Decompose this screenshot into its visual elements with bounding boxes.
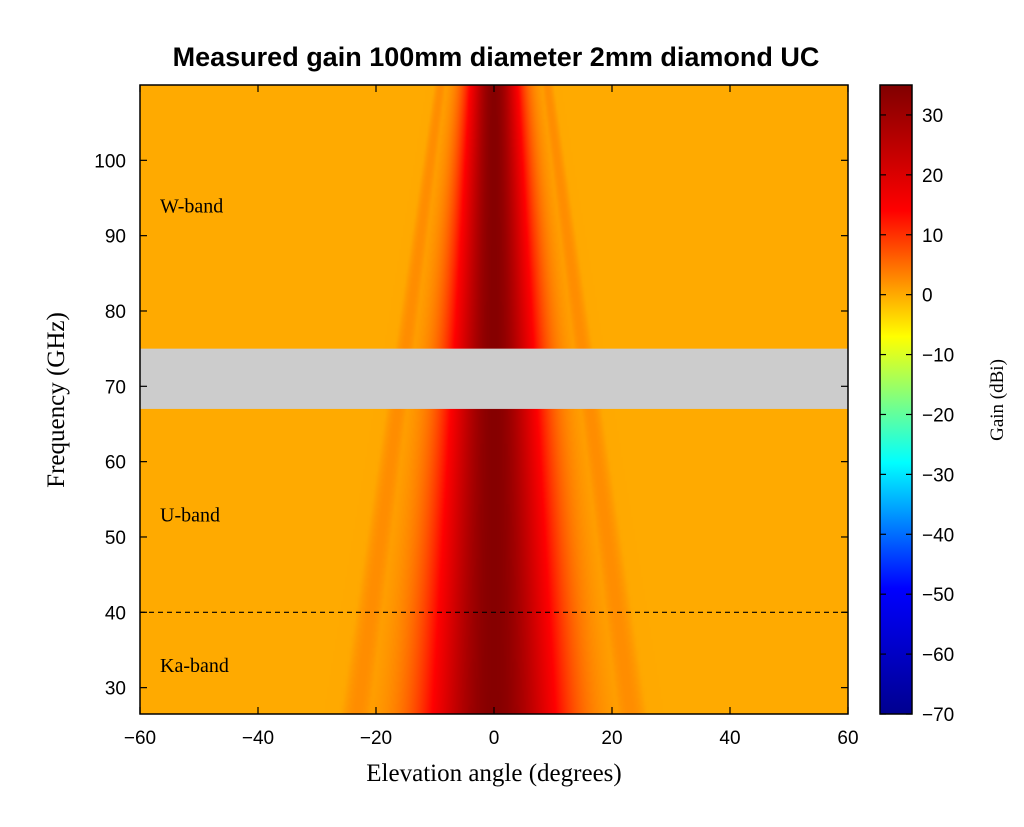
colorbar-ticks: 30 20 10 0 −10 −20 −30 −40 −50 −60 −70 xyxy=(880,106,954,726)
chart-title: Measured gain 100mm diameter 2mm diamond… xyxy=(173,42,820,72)
y-axis: 30 40 50 60 70 80 90 100 xyxy=(94,151,848,700)
y-tick-label: 30 xyxy=(105,679,126,700)
band-label: W-band xyxy=(160,196,223,218)
y-tick-label: 90 xyxy=(105,227,126,248)
colorbar-label: Gain (dBi) xyxy=(987,359,1008,441)
x-axis-label: Elevation angle (degrees) xyxy=(366,760,621,787)
missing-band-gap xyxy=(140,348,848,409)
x-tick-label: 40 xyxy=(719,728,740,749)
x-tick-label: 20 xyxy=(601,728,622,749)
colorbar-tick-label: −10 xyxy=(922,346,954,367)
colorbar xyxy=(879,84,913,715)
colorbar-tick-label: 10 xyxy=(922,226,943,247)
colorbar-tick-label: −50 xyxy=(922,585,954,606)
x-axis: −60 −40 −20 0 20 40 60 xyxy=(124,85,859,749)
y-tick-label: 40 xyxy=(105,603,126,624)
y-tick-label: 60 xyxy=(105,453,126,474)
colorbar-tick-label: 0 xyxy=(922,286,933,307)
heatmap-plot-area xyxy=(140,85,848,714)
colorbar-tick-label: −40 xyxy=(922,525,954,546)
y-tick-label: 100 xyxy=(94,151,126,172)
y-axis-label: Frequency (GHz) xyxy=(43,312,70,488)
x-tick-label: 0 xyxy=(489,728,500,749)
colorbar-tick-label: −60 xyxy=(922,645,954,666)
y-tick-label: 50 xyxy=(105,528,126,549)
colorbar-tick-label: 20 xyxy=(922,166,943,187)
band-label: U-band xyxy=(160,504,220,526)
x-tick-label: 60 xyxy=(837,728,858,749)
y-tick-label: 70 xyxy=(105,377,126,398)
colorbar-tick-label: −20 xyxy=(922,405,954,426)
y-tick-label: 80 xyxy=(105,302,126,323)
x-tick-label: −60 xyxy=(124,728,156,749)
colorbar-tick-label: −30 xyxy=(922,465,954,486)
colorbar-tick-label: −70 xyxy=(922,705,954,726)
x-tick-label: −20 xyxy=(360,728,392,749)
x-tick-label: −40 xyxy=(242,728,274,749)
colorbar-tick-label: 30 xyxy=(922,106,943,127)
band-label: Ka-band xyxy=(160,655,229,677)
band-labels: W-band U-band Ka-band xyxy=(160,196,229,678)
